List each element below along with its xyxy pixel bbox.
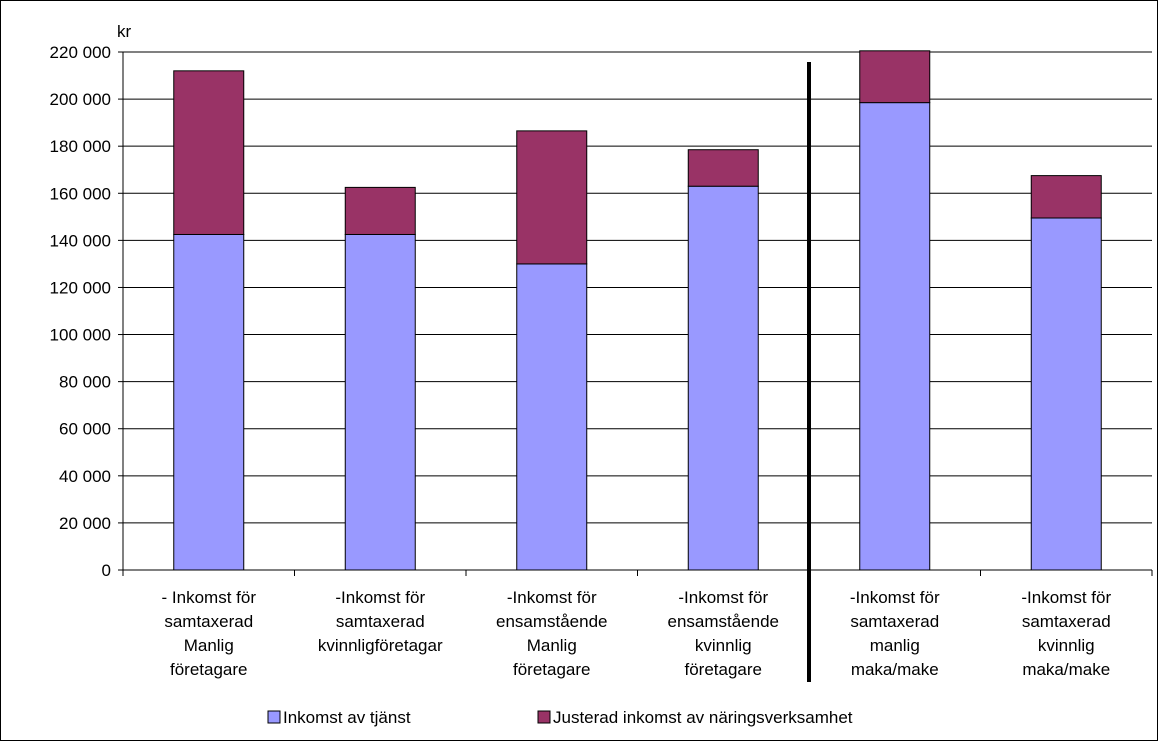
bar-segment-naringsverksamhet <box>344 186 416 235</box>
x-category-label-line: samtaxerad <box>1022 612 1111 631</box>
y-tick-label: 140 000 <box>50 231 111 250</box>
bar-segment-inkomst-av-tjanst <box>687 185 759 571</box>
x-category-label: - Inkomst för samtaxerad Manlig företagare <box>162 588 257 679</box>
bars <box>173 50 1102 571</box>
axes <box>118 51 1153 682</box>
x-category-label-line: samtaxerad <box>336 612 425 631</box>
y-tick-label: 0 <box>102 561 111 580</box>
legend-label: Inkomst av tjänst <box>283 708 411 727</box>
legend-label: Justerad inkomst av näringsverksamhet <box>553 708 853 727</box>
legend-swatch <box>537 710 551 724</box>
y-tick-label: 220 000 <box>50 43 111 62</box>
x-category-label-line: - Inkomst för <box>162 588 257 607</box>
x-category-label-line: Manlig <box>184 636 234 655</box>
bar-segment-naringsverksamhet <box>859 50 931 104</box>
x-category-labels: - Inkomst för samtaxerad Manlig företagare-… <box>162 588 1112 679</box>
bar-segment-inkomst-av-tjanst <box>173 233 245 571</box>
x-category-label-line: maka/make <box>851 660 939 679</box>
y-tick-label: 100 000 <box>50 326 111 345</box>
gridlines <box>123 51 1152 524</box>
x-category-label: -Inkomst för ensamstående Manlig företagare <box>496 588 608 679</box>
bar-segment-naringsverksamhet <box>1030 175 1102 219</box>
x-category-label-line: -Inkomst för <box>850 588 940 607</box>
x-category-label-line: samtaxerad <box>164 612 253 631</box>
legend: Inkomst av tjänst Justerad inkomst av när… <box>267 708 853 727</box>
y-tick-label: 60 000 <box>59 420 111 439</box>
x-category-label-line: kvinnlig <box>695 636 752 655</box>
x-category-label-line: kvinnligföretagar <box>318 636 443 655</box>
x-category-label-line: -Inkomst för <box>1021 588 1111 607</box>
x-category-label-line: ensamstående <box>667 612 779 631</box>
x-category-label-line: ensamstående <box>496 612 608 631</box>
bar-segment-inkomst-av-tjanst <box>859 102 931 571</box>
y-tick-label: 180 000 <box>50 137 111 156</box>
y-tick-label: 200 000 <box>50 90 111 109</box>
x-category-label-line: maka/make <box>1022 660 1110 679</box>
bar-segment-naringsverksamhet <box>173 70 245 235</box>
x-category-label-line: företagare <box>685 660 763 679</box>
bar-segment-inkomst-av-tjanst <box>1030 217 1102 571</box>
bar-segment-inkomst-av-tjanst <box>344 233 416 571</box>
y-tick-label: 160 000 <box>50 184 111 203</box>
unit-label: kr <box>117 22 132 41</box>
x-category-label-line: -Inkomst för <box>678 588 768 607</box>
y-tick-label: 20 000 <box>59 514 111 533</box>
x-category-label: -Inkomst för ensamstående kvinnlig företaga… <box>667 588 779 679</box>
x-category-label-line: företagare <box>513 660 591 679</box>
x-category-label-line: Manlig <box>527 636 577 655</box>
x-category-label: -Inkomst för samtaxerad kvinnlig maka/make <box>1021 588 1111 679</box>
x-category-label-line: kvinnlig <box>1038 636 1095 655</box>
y-tick-label: 120 000 <box>50 278 111 297</box>
y-tick-label: 80 000 <box>59 373 111 392</box>
x-category-label-line: -Inkomst för <box>335 588 425 607</box>
x-category-label-line: manlig <box>870 636 920 655</box>
bar-segment-inkomst-av-tjanst <box>516 263 588 571</box>
bar-segment-naringsverksamhet <box>687 149 759 187</box>
legend-swatch <box>267 710 281 724</box>
x-category-label-line: samtaxerad <box>850 612 939 631</box>
x-category-label: -Inkomst för samtaxerad kvinnligföretagar <box>318 588 443 655</box>
y-tick-labels: 0 20 000 40 000 60 000 80 000 100 000 120 000 1… <box>50 43 111 580</box>
y-tick-label: 40 000 <box>59 467 111 486</box>
x-category-label: -Inkomst för samtaxerad manlig maka/make <box>850 588 940 679</box>
x-category-label-line: företagare <box>170 660 248 679</box>
bar-segment-naringsverksamhet <box>516 130 588 265</box>
x-category-label-line: -Inkomst för <box>507 588 597 607</box>
